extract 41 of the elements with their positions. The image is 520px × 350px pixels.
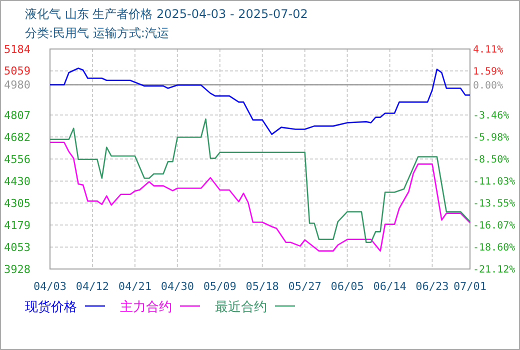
x-tick-label: 05/27 xyxy=(288,280,322,293)
legend-label: 最近合约 xyxy=(215,300,267,315)
y2-tick-label: -16.07% xyxy=(473,220,516,232)
x-tick-label: 07/01 xyxy=(453,280,487,293)
y-tick-label: 4179 xyxy=(4,218,30,232)
y-tick-label: 4305 xyxy=(4,196,30,210)
x-tick-label: 06/05 xyxy=(330,280,364,293)
y-tick-label: 3928 xyxy=(4,262,30,276)
line-series xyxy=(49,142,471,252)
x-tick-label: 05/09 xyxy=(203,280,236,293)
y-tick-label: 4556 xyxy=(4,152,30,166)
y-tick-label: 4807 xyxy=(4,108,30,122)
x-tick-label: 04/12 xyxy=(76,280,110,293)
x-tick-label: 06/14 xyxy=(373,280,407,293)
y2-tick-label: 0.00% xyxy=(473,80,504,92)
x-tick-label: 04/03 xyxy=(33,280,67,293)
y2-tick-label: 4.11% xyxy=(473,44,504,56)
y-tick-label: 5184 xyxy=(4,42,31,56)
legend-label: 主力合约 xyxy=(120,299,172,315)
line-series xyxy=(49,68,471,135)
y-tick-label: 4053 xyxy=(4,240,30,254)
y2-tick-label: -18.60% xyxy=(473,242,516,254)
chart-title: 液化气 山东 生产者价格 2025-04-03 - 2025-07-02 xyxy=(25,7,308,21)
x-tick-label: 04/30 xyxy=(160,280,194,293)
y-tick-label: 5059 xyxy=(4,64,30,78)
y2-tick-label: -3.46% xyxy=(473,110,510,122)
chart-subtitle: 分类:民用气 运输方式:汽运 xyxy=(25,26,169,40)
x-tick-label: 04/21 xyxy=(118,280,152,293)
x-tick-label: 06/23 xyxy=(416,280,449,293)
y-tick-label: 4980 xyxy=(4,78,30,92)
y2-tick-label: -11.03% xyxy=(473,176,516,188)
legend-label: 现货价格 xyxy=(25,300,77,315)
y2-tick-label: -8.50% xyxy=(473,154,510,166)
y2-tick-label: -5.98% xyxy=(473,132,510,144)
y2-tick-label: -21.12% xyxy=(473,264,516,276)
y-tick-label: 4430 xyxy=(4,174,30,188)
y2-tick-label: 1.59% xyxy=(473,66,504,78)
line-series xyxy=(49,118,471,244)
x-tick-label: 05/18 xyxy=(246,280,279,293)
y-tick-label: 4682 xyxy=(4,130,30,144)
y2-tick-label: -13.55% xyxy=(473,198,516,210)
